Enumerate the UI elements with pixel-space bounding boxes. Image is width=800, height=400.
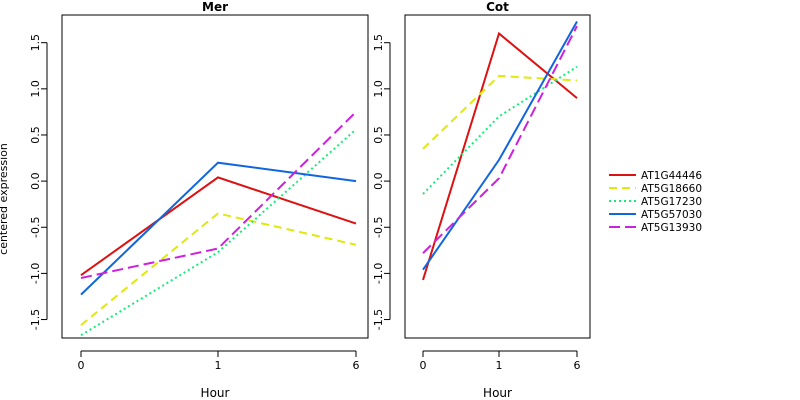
series-line-at1g44446 bbox=[80, 176, 357, 277]
y-tick-label: -1.5 bbox=[29, 309, 42, 330]
panel-title: Cot bbox=[486, 0, 509, 14]
legend-label: AT5G57030 bbox=[641, 209, 702, 221]
y-tick-label: -1.0 bbox=[29, 263, 42, 284]
y-tick-label: 0.5 bbox=[29, 126, 42, 144]
y-tick-label: -0.5 bbox=[29, 217, 42, 238]
legend-item: AT5G18660 bbox=[609, 183, 702, 195]
legend-label: AT5G17230 bbox=[641, 196, 702, 208]
x-tick-label: 6 bbox=[353, 359, 360, 372]
panel-title: Mer bbox=[202, 0, 228, 14]
y-tick-label: -0.5 bbox=[372, 217, 385, 238]
y-tick-label: 1.5 bbox=[372, 34, 385, 52]
legend-label: AT5G18660 bbox=[641, 183, 702, 195]
x-tick-label: 0 bbox=[78, 359, 85, 372]
series-line-at5g18660 bbox=[80, 212, 357, 326]
chart-panels: Mer -1.5 -1.0 -0.5 0.0 0.5 1.0 1.5 0 1 6 Hour Cot -1.… bbox=[29, 0, 591, 400]
y-tick-label: 0.0 bbox=[372, 172, 385, 190]
series-line-at5g17230 bbox=[422, 65, 578, 195]
legend-label: AT1G44446 bbox=[641, 170, 702, 182]
x-tick-label: 1 bbox=[496, 359, 503, 372]
y-tick-label: -1.5 bbox=[372, 309, 385, 330]
y-tick-label: 1.5 bbox=[29, 34, 42, 52]
series-line-at5g57030 bbox=[422, 21, 578, 271]
series-line-at5g13930 bbox=[422, 25, 578, 254]
y-tick-label: -1.0 bbox=[372, 263, 385, 284]
legend-item: AT1G44446 bbox=[609, 170, 702, 182]
series-line-at5g13930 bbox=[80, 111, 357, 279]
x-axis-label: Hour bbox=[201, 386, 230, 400]
panel-mer: Mer -1.5 -1.0 -0.5 0.0 0.5 1.0 1.5 0 1 6 Hour bbox=[29, 0, 369, 400]
x-tick-label: 1 bbox=[215, 359, 222, 372]
y-tick-label: 1.0 bbox=[372, 80, 385, 98]
plot-frame bbox=[404, 14, 591, 339]
y-axis-label: centered expression bbox=[0, 143, 10, 255]
series-line-at5g17230 bbox=[80, 128, 357, 337]
legend-item: AT5G57030 bbox=[609, 209, 702, 221]
y-tick-label: 0.5 bbox=[372, 126, 385, 144]
x-tick-label: 0 bbox=[420, 359, 427, 372]
legend-label: AT5G13930 bbox=[641, 222, 702, 234]
x-tick-label: 6 bbox=[574, 359, 581, 372]
legend-item: AT5G17230 bbox=[609, 196, 702, 208]
plot-frame bbox=[61, 14, 369, 339]
x-axis-label: Hour bbox=[483, 386, 512, 400]
series-line-at1g44446 bbox=[422, 31, 578, 281]
y-tick-label: 0.0 bbox=[29, 172, 42, 190]
legend: AT1G44446AT5G18660AT5G17230AT5G57030AT5G… bbox=[609, 170, 702, 234]
y-tick-label: 1.0 bbox=[29, 80, 42, 98]
series-line-at5g18660 bbox=[422, 74, 578, 150]
legend-item: AT5G13930 bbox=[609, 222, 702, 234]
series-line-at5g57030 bbox=[80, 161, 357, 296]
panel-cot: Cot -1.5 -1.0 -0.5 0.0 0.5 1.0 1.5 0 1 6 Hour bbox=[372, 0, 591, 400]
